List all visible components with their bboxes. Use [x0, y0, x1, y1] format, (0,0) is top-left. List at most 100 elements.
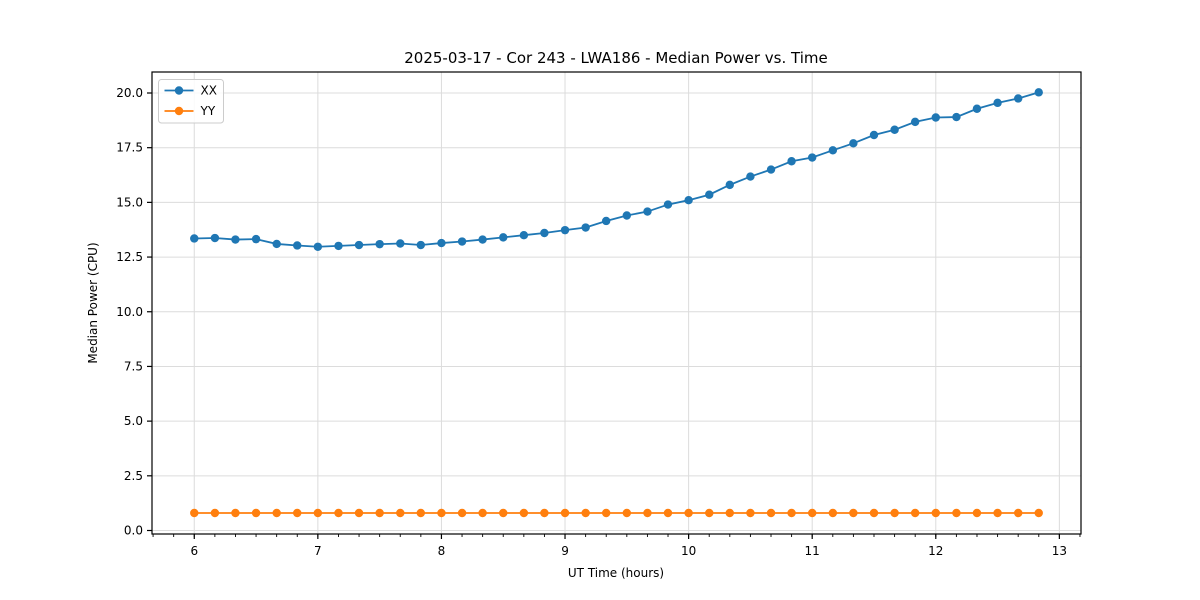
series-marker-yy	[1014, 508, 1023, 518]
series-marker-xx	[1034, 88, 1043, 97]
series-marker-xx	[519, 230, 529, 240]
series-marker-yy	[766, 508, 776, 518]
series-marker-xx	[354, 240, 364, 250]
series-marker-xx	[725, 180, 734, 190]
series-marker-xx	[231, 235, 240, 244]
x-tick-label: 6	[190, 544, 198, 558]
y-tick-label: 10.0	[116, 305, 143, 319]
series-marker-yy	[437, 508, 446, 518]
series-marker-xx	[210, 233, 220, 243]
series-marker-yy	[581, 508, 590, 518]
series-marker-xx	[437, 238, 446, 248]
y-tick-label: 2.5	[124, 469, 143, 483]
series-marker-xx	[478, 235, 487, 244]
chart-title: 2025-03-17 - Cor 243 - LWA186 - Median P…	[404, 49, 828, 67]
legend-marker	[174, 86, 184, 95]
series-marker-yy	[828, 508, 838, 518]
series-marker-xx	[663, 200, 673, 209]
y-tick-label: 17.5	[116, 141, 143, 155]
series-marker-yy	[787, 508, 796, 518]
series-marker-xx	[560, 225, 570, 235]
series-marker-xx	[416, 240, 426, 250]
series-marker-xx	[684, 195, 693, 205]
x-tick-label: 11	[805, 544, 820, 558]
series-marker-yy	[643, 508, 652, 518]
series-marker-yy	[519, 508, 529, 518]
y-axis-label: Median Power (CPU)	[86, 242, 100, 363]
series-marker-yy	[890, 508, 899, 518]
series-marker-yy	[190, 508, 199, 518]
series-marker-xx	[993, 98, 1002, 108]
series-marker-yy	[499, 508, 508, 518]
series-marker-yy	[931, 508, 940, 518]
series-marker-yy	[231, 508, 240, 518]
series-marker-xx	[705, 190, 714, 199]
series-marker-yy	[993, 508, 1002, 518]
series-marker-yy	[684, 508, 693, 518]
y-tick-label: 5.0	[124, 414, 143, 428]
series-marker-yy	[313, 508, 323, 518]
y-tick-label: 20.0	[116, 86, 143, 100]
series-marker-xx	[499, 233, 508, 242]
series-marker-xx	[293, 241, 302, 250]
series-marker-yy	[746, 508, 755, 518]
series-marker-xx	[849, 139, 858, 148]
series-marker-yy	[375, 508, 384, 518]
series-marker-xx	[869, 130, 879, 140]
x-tick-label: 8	[438, 544, 446, 558]
series-layer	[190, 88, 1043, 518]
series-marker-yy	[1034, 508, 1043, 518]
series-marker-xx	[746, 172, 755, 181]
series-marker-xx	[457, 237, 467, 246]
x-axis-label: UT Time (hours)	[568, 566, 664, 580]
series-marker-yy	[705, 508, 714, 518]
series-marker-xx	[334, 241, 343, 251]
series-marker-xx	[272, 239, 281, 249]
series-marker-xx	[396, 239, 405, 248]
series-marker-yy	[334, 508, 343, 518]
series-marker-yy	[601, 508, 611, 518]
y-tick-label: 15.0	[116, 195, 143, 209]
series-marker-xx	[313, 242, 323, 251]
series-marker-xx	[601, 216, 611, 226]
series-marker-xx	[540, 228, 549, 238]
series-marker-yy	[560, 508, 570, 518]
series-marker-xx	[581, 223, 590, 232]
series-line-xx	[194, 91, 1039, 248]
x-tick-label: 13	[1052, 544, 1067, 558]
series-marker-yy	[807, 508, 817, 518]
series-marker-xx	[622, 211, 632, 220]
series-marker-yy	[869, 508, 879, 518]
grid-layer	[152, 72, 1081, 534]
tick-layer: 6 7 8 9 10 11 12 13 0.0 2.5 5.0 7.5 10.0 12.5 15.0 17.5…	[116, 86, 1081, 558]
series-marker-yy	[396, 508, 405, 518]
series-marker-xx	[972, 104, 982, 113]
series-marker-yy	[251, 508, 261, 518]
y-tick-label: 12.5	[116, 250, 143, 264]
legend-item-label-yy: YY	[200, 104, 216, 118]
y-tick-label: 0.0	[124, 524, 143, 538]
series-marker-yy	[416, 508, 426, 518]
x-tick-label: 9	[561, 544, 569, 558]
series-marker-yy	[725, 508, 734, 518]
series-marker-xx	[931, 113, 940, 122]
x-tick-label: 10	[681, 544, 696, 558]
series-marker-yy	[272, 508, 281, 518]
series-marker-yy	[972, 508, 982, 518]
plot-spines	[151, 71, 1082, 535]
series-marker-yy	[457, 508, 467, 518]
series-marker-yy	[478, 508, 487, 518]
y-tick-label: 7.5	[124, 359, 143, 373]
series-marker-yy	[293, 508, 302, 518]
series-marker-xx	[190, 234, 199, 243]
series-marker-xx	[890, 125, 899, 134]
series-marker-xx	[828, 146, 838, 155]
series-marker-yy	[622, 508, 632, 518]
series-marker-yy	[910, 508, 920, 518]
legend: XX YY	[158, 79, 224, 124]
x-tick-label: 12	[928, 544, 943, 558]
series-marker-yy	[663, 508, 673, 518]
series-marker-xx	[787, 157, 796, 166]
series-marker-yy	[210, 508, 220, 518]
